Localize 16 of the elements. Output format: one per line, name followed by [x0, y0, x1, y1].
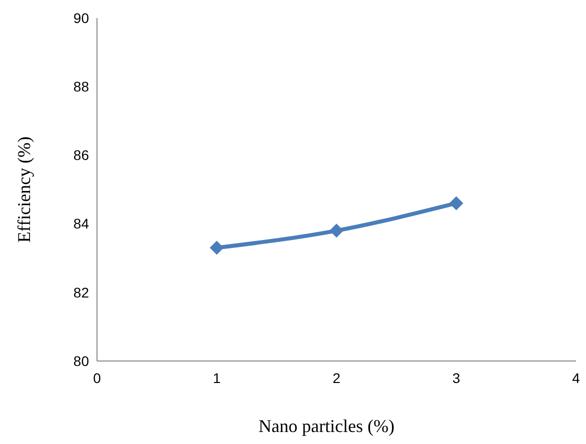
y-tick-label: 80: [73, 352, 90, 369]
x-axis-title: Nano particles (%): [258, 416, 394, 436]
y-tick-label: 88: [73, 78, 90, 94]
y-tick-label: 84: [73, 216, 90, 232]
point: [449, 196, 464, 210]
y-tick-label: 90: [73, 10, 90, 26]
point: [330, 224, 344, 238]
y-tick-label: 86: [73, 147, 90, 164]
y-tick-label: 82: [73, 284, 90, 300]
x-tick-label: 3: [452, 370, 460, 386]
y-axis-title: Efficiency (%): [14, 136, 34, 243]
x-tick-label: 2: [332, 370, 341, 386]
x-tick-label: 1: [212, 370, 221, 386]
x-tick-label: 0: [93, 370, 102, 386]
x-tick-label: 4: [572, 370, 580, 386]
point: [210, 240, 224, 255]
